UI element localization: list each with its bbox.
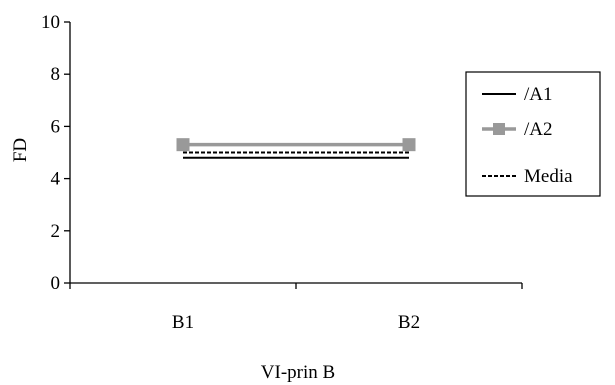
y-ticks: 0 2 4 6 8 10 xyxy=(41,12,70,294)
legend-label: /A2 xyxy=(524,119,553,140)
legend-label: /A1 xyxy=(524,84,553,105)
x-ticks: B1 B2 xyxy=(69,283,523,333)
y-tick-label: 6 xyxy=(51,116,61,137)
legend: /A1/A2 Media xyxy=(465,71,601,197)
x-tick-label: B2 xyxy=(398,312,420,333)
y-tick-label: 2 xyxy=(51,221,61,242)
y-tick-label: 4 xyxy=(51,169,61,190)
y-axis-title: FD xyxy=(10,138,31,162)
y-tick-label: 8 xyxy=(51,64,61,85)
series-group xyxy=(176,138,416,159)
axes xyxy=(69,22,522,284)
legend-marker xyxy=(493,123,505,135)
data-point-marker xyxy=(176,138,190,152)
x-tick-label: B1 xyxy=(172,312,194,333)
data-point-marker xyxy=(402,138,416,152)
y-tick-label: 0 xyxy=(51,273,61,294)
x-axis-title: VI-prin B xyxy=(261,362,335,383)
legend-label: Media xyxy=(524,166,573,187)
y-tick-label: 10 xyxy=(41,12,60,33)
